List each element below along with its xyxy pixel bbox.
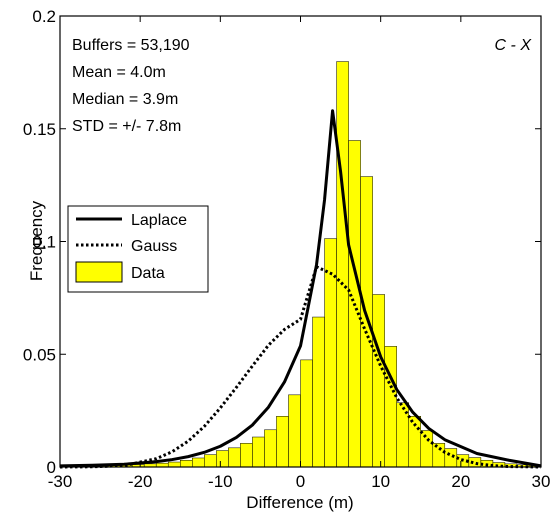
legend: Laplace Gauss Data: [67, 205, 209, 293]
histogram-bar-13: [216, 450, 229, 468]
histogram-bar-23: [336, 61, 349, 468]
x-tick-label: -10: [208, 472, 233, 491]
y-tick-label: 0: [47, 458, 56, 477]
histogram-bar-19: [288, 394, 301, 468]
histogram-bar-27: [384, 346, 397, 468]
histogram-bar-32: [444, 448, 458, 468]
stat-std: STD = +/- 7.8m: [72, 118, 181, 135]
x-tick-label: 0: [296, 472, 305, 491]
histogram-bar-20: [300, 359, 313, 468]
histogram-bar-31: [432, 443, 446, 468]
histogram-bar-18: [276, 416, 289, 468]
x-axis-ticks: -30 -20 -10 0 10 20 30: [48, 16, 551, 491]
histogram-bar-34: [468, 457, 482, 468]
y-tick-label: 0.1: [32, 233, 56, 252]
stat-median: Median = 3.9m: [72, 91, 178, 108]
histogram-bar-11: [192, 457, 205, 468]
histogram-bar-12: [204, 454, 217, 468]
histogram-bar-10: [180, 459, 193, 468]
legend-data-label: Data: [131, 265, 165, 282]
distribution-curves: [59, 109, 542, 469]
x-tick-label: -20: [128, 472, 153, 491]
x-tick-label: -30: [48, 472, 73, 491]
corner-label: C - X: [495, 37, 533, 54]
x-tick-label: 20: [451, 472, 470, 491]
y-axis-label: Frequency: [27, 200, 46, 281]
y-tick-label: 0.05: [23, 345, 56, 364]
x-axis-label: Difference (m): [246, 493, 353, 512]
histogram-bar-15: [240, 443, 253, 468]
histogram-bar-26: [372, 294, 385, 468]
x-tick-label: 10: [371, 472, 390, 491]
legend-laplace-label: Laplace: [131, 212, 187, 229]
x-tick-label: 30: [532, 472, 551, 491]
stat-mean: Mean = 4.0m: [72, 64, 166, 81]
histogram-bar-17: [264, 429, 277, 468]
stats-annotation: Buffers = 53,190 Mean = 4.0m Median = 3.…: [72, 37, 190, 135]
laplace-curve: [59, 109, 542, 468]
y-tick-label: 0.15: [23, 120, 56, 139]
histogram-bar-16: [252, 436, 265, 468]
histogram-bar-9: [167, 461, 181, 468]
y-axis-ticks: 0 0.05 0.1 0.15 0.2: [23, 7, 541, 477]
y-tick-label: 0.2: [32, 7, 56, 26]
stat-buffers: Buffers = 53,190: [72, 37, 190, 54]
histogram-bar-14: [228, 447, 241, 468]
legend-data-swatch: [75, 261, 123, 283]
legend-gauss-label: Gauss: [131, 238, 177, 255]
histogram-bar-21: [312, 316, 325, 468]
